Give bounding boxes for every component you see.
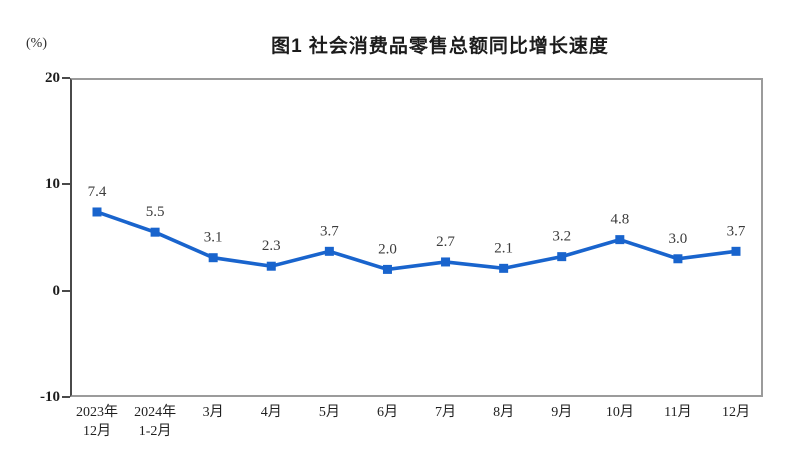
data-label: 2.7 — [436, 234, 455, 250]
data-point-marker — [615, 235, 625, 245]
x-axis-tick-label: 3月 — [202, 405, 224, 420]
data-label: 5.5 — [146, 204, 165, 220]
x-axis-tick-label: 6月 — [376, 405, 398, 420]
data-label: 2.3 — [262, 238, 281, 254]
x-axis-tick-label: 7月 — [435, 405, 457, 420]
x-axis-tick-label: 2023年 12月 — [76, 405, 118, 439]
y-axis-tick-label: -10 — [40, 389, 60, 405]
y-axis-tick-label: 20 — [45, 70, 60, 86]
data-point-marker — [324, 246, 334, 256]
data-label: 4.8 — [610, 212, 629, 228]
data-label: 7.4 — [88, 184, 107, 200]
data-label: 3.7 — [320, 223, 339, 239]
data-label: 2.1 — [494, 240, 513, 256]
data-label: 3.1 — [204, 230, 223, 246]
x-axis-tick-label: 5月 — [318, 405, 340, 420]
plot-area: 7.4 5.5 3.1 2.3 3.7 2.0 2.7 2.1 3.2 4.8 3.0 3.7 — [70, 78, 763, 397]
x-axis-tick-label: 8月 — [493, 405, 515, 420]
chart-title: 图1 社会消费品零售总额同比增长速度 — [271, 36, 609, 57]
x-axis-tick-label: 4月 — [260, 405, 282, 420]
data-point-marker — [92, 207, 102, 217]
data-point-marker — [499, 263, 509, 273]
data-label: 3.0 — [669, 231, 688, 247]
x-axis-tick-label: 9月 — [551, 405, 573, 420]
data-label: 2.0 — [378, 241, 397, 257]
data-point-marker — [557, 252, 567, 262]
data-point-marker — [673, 254, 683, 264]
data-point-marker — [150, 227, 160, 237]
x-axis-tick-label: 11月 — [664, 405, 692, 420]
x-axis-tick-label: 2024年 1-2月 — [134, 405, 177, 439]
y-axis-tick-mark — [62, 396, 70, 398]
y-axis-tick-mark — [62, 77, 70, 79]
growth-line — [96, 210, 737, 272]
data-point-marker — [382, 264, 392, 274]
data-point-marker — [731, 246, 741, 256]
y-axis-tick-label: 10 — [45, 176, 60, 193]
line-chart-svg: 7.4 5.5 3.1 2.3 3.7 2.0 2.7 2.1 3.2 4.8 3.0 3.7 — [88, 184, 746, 274]
x-axis-tick-label: 12月 — [722, 405, 750, 420]
y-axis-tick-label: 0 — [52, 282, 61, 299]
data-point-marker — [266, 261, 276, 271]
y-axis-unit-label: (%) — [26, 36, 47, 51]
y-axis-tick-mark — [62, 183, 70, 186]
x-axis-tick-label: 10月 — [605, 405, 634, 420]
data-label: 3.2 — [552, 229, 571, 245]
data-point-marker — [441, 257, 451, 267]
data-label: 3.7 — [727, 223, 746, 239]
data-point-marker — [208, 253, 218, 263]
y-axis-tick-mark — [62, 289, 70, 292]
